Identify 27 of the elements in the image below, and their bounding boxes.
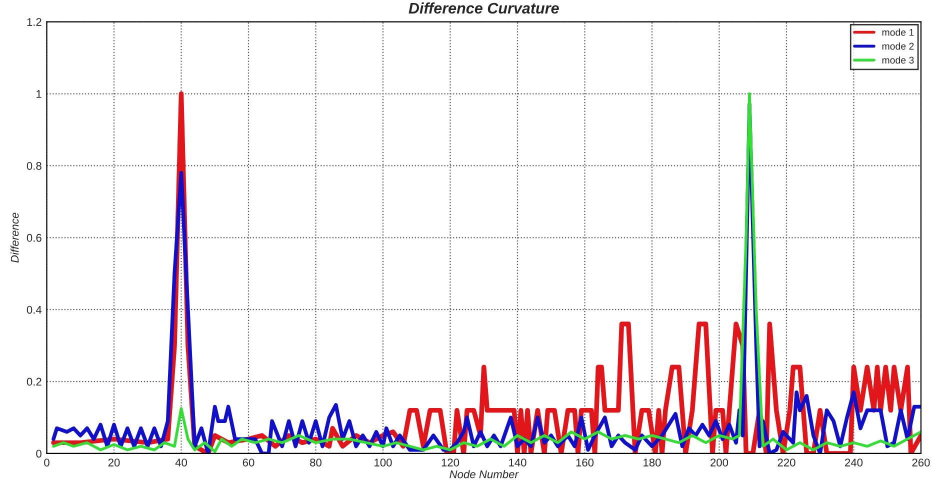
- x-tick-label: 60: [242, 458, 254, 466]
- y-tick-label: 0.6: [26, 234, 42, 242]
- y-tick-label: 0.4: [26, 306, 42, 314]
- chart-title: Difference Curvature: [408, 2, 559, 14]
- legend-label: mode 2: [882, 42, 914, 50]
- x-tick-label: 160: [576, 458, 594, 466]
- y-tick-label: 0: [36, 450, 42, 458]
- x-tick-label: 140: [509, 458, 526, 466]
- x-tick-label: 40: [175, 458, 187, 466]
- x-tick-label: 240: [845, 458, 863, 466]
- y-axis-title: Difference: [10, 212, 19, 263]
- x-tick-label: 180: [644, 458, 661, 466]
- x-tick-label: 0: [44, 458, 50, 466]
- y-tick-label: 0.2: [26, 378, 42, 386]
- x-tick-label: 20: [108, 458, 120, 466]
- x-tick-label: 260: [912, 458, 930, 466]
- x-axis-title: Node Number: [450, 470, 519, 478]
- x-tick-label: 200: [710, 458, 728, 466]
- x-tick-label: 220: [778, 458, 796, 466]
- x-tick-label: 80: [310, 458, 322, 466]
- legend-label: mode 3: [882, 56, 914, 64]
- y-tick-label: 1: [36, 90, 42, 98]
- x-tick-label: 120: [442, 458, 460, 466]
- y-tick-label: 0.8: [26, 162, 42, 170]
- y-tick-label: 1.2: [27, 18, 42, 26]
- legend-label: mode 1: [882, 28, 914, 36]
- x-tick-label: 100: [374, 458, 392, 466]
